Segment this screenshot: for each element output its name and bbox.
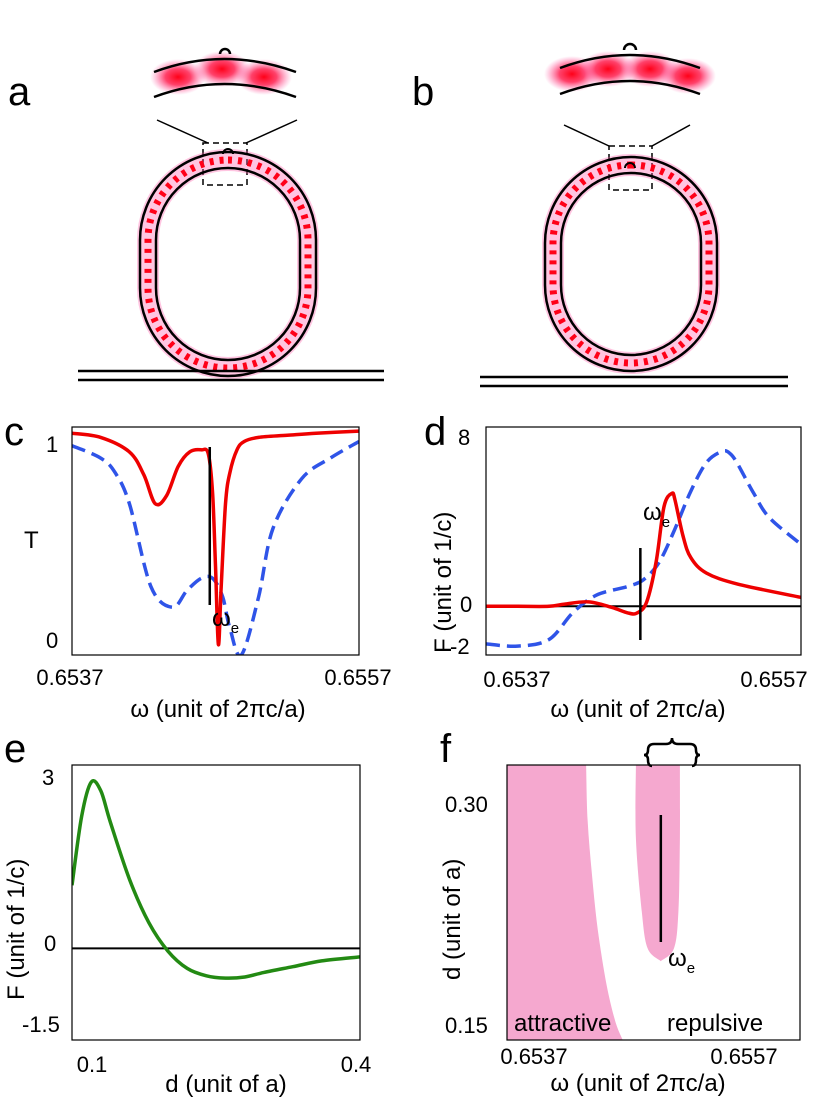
- racetrack-resonator-b: [542, 154, 720, 374]
- xlabel-d: ω (unit of 2πc/a): [550, 696, 725, 723]
- ytick-d-neg2: -2: [450, 634, 470, 659]
- zoom-inset-a: [150, 47, 297, 99]
- ylabel-c: T: [24, 527, 39, 554]
- force-vs-distance-curve: [72, 779, 360, 980]
- ytick-c-0: 0: [46, 628, 58, 653]
- xtick-e-0: 0.1: [77, 1052, 108, 1077]
- omega-e-label-d: ωe: [643, 499, 670, 531]
- repulsive-region: [635, 765, 680, 962]
- ytick-f-030: 0.30: [445, 792, 488, 817]
- ytick-d-0: 0: [460, 592, 472, 617]
- force-curve-blue: [486, 448, 801, 649]
- transmission-curve-red: [72, 429, 359, 647]
- xtick-e-1: 0.4: [341, 1052, 372, 1077]
- attractive-region: [507, 765, 623, 1040]
- ytick-d-8: 8: [458, 425, 470, 450]
- panel-label-b: b: [412, 70, 434, 114]
- bus-waveguide-b: [480, 375, 788, 388]
- xtick-d-0: 0.6537: [483, 667, 550, 692]
- plot-frame-c: [71, 426, 360, 656]
- plot-frame-e: [71, 764, 361, 1041]
- xtick-f-1: 0.6557: [710, 1044, 777, 1069]
- panel-d: d 8 0 -2 F (unit of 1/c) 0.6537 0.6557 ω…: [424, 410, 808, 723]
- panel-e: e 3 0 -1.5 F (unit of 1/c) 0.1 0.4 d (un…: [3, 727, 371, 1098]
- panel-b: b: [412, 42, 788, 388]
- xlabel-c: ω (unit of 2πc/a): [130, 696, 305, 723]
- plot-frame-f: [506, 764, 801, 1041]
- repulsive-label: repulsive: [667, 1010, 763, 1037]
- force-curve-red: [486, 491, 801, 616]
- panel-a: a: [8, 47, 384, 382]
- ylabel-f: d (unit of a): [439, 859, 466, 980]
- ylabel-d: F (unit of 1/c): [430, 512, 457, 653]
- panel-label-a: a: [8, 70, 31, 114]
- transmission-curve-blue: [72, 439, 359, 655]
- curly-brace-icon: [643, 737, 701, 768]
- ytick-e-3: 3: [42, 765, 54, 790]
- ytick-e-neg15: -1.5: [22, 1012, 60, 1037]
- xtick-c-0: 0.6537: [36, 665, 103, 690]
- plot-frame-d: [485, 426, 802, 656]
- zoom-inset-b: [544, 42, 716, 96]
- panel-c: c 1 0 T 0.6537 0.6557 ω (unit of 2πc/a) …: [4, 410, 392, 723]
- panel-f: f 0.30 0.15 d (unit of a) attractive rep…: [439, 727, 801, 1097]
- ytick-f-015: 0.15: [445, 1013, 488, 1038]
- bus-waveguide-a: [78, 369, 384, 382]
- attractive-label: attractive: [514, 1010, 611, 1037]
- xlabel-f: ω (unit of 2πc/a): [550, 1070, 725, 1097]
- xlabel-e: d (unit of a): [165, 1071, 286, 1098]
- xtick-c-1: 0.6557: [324, 665, 391, 690]
- panel-label-f: f: [440, 727, 452, 771]
- panel-label-d: d: [424, 410, 446, 454]
- ylabel-e: F (unit of 1/c): [3, 859, 30, 1000]
- omega-e-label-c: ωe: [212, 605, 239, 637]
- inset-field-spots-b: [544, 51, 716, 94]
- panel-label-e: e: [4, 727, 26, 771]
- ytick-e-0: 0: [44, 931, 56, 956]
- nanoparticle-icon: [622, 42, 638, 51]
- omega-e-label-f: ωe: [668, 945, 695, 977]
- xtick-d-1: 0.6557: [740, 667, 807, 692]
- xtick-f-0: 0.6537: [500, 1044, 567, 1069]
- racetrack-resonator-a: [137, 148, 319, 379]
- ytick-c-1: 1: [46, 432, 58, 457]
- nanoparticle-icon: [218, 47, 232, 55]
- panel-label-c: c: [4, 410, 24, 454]
